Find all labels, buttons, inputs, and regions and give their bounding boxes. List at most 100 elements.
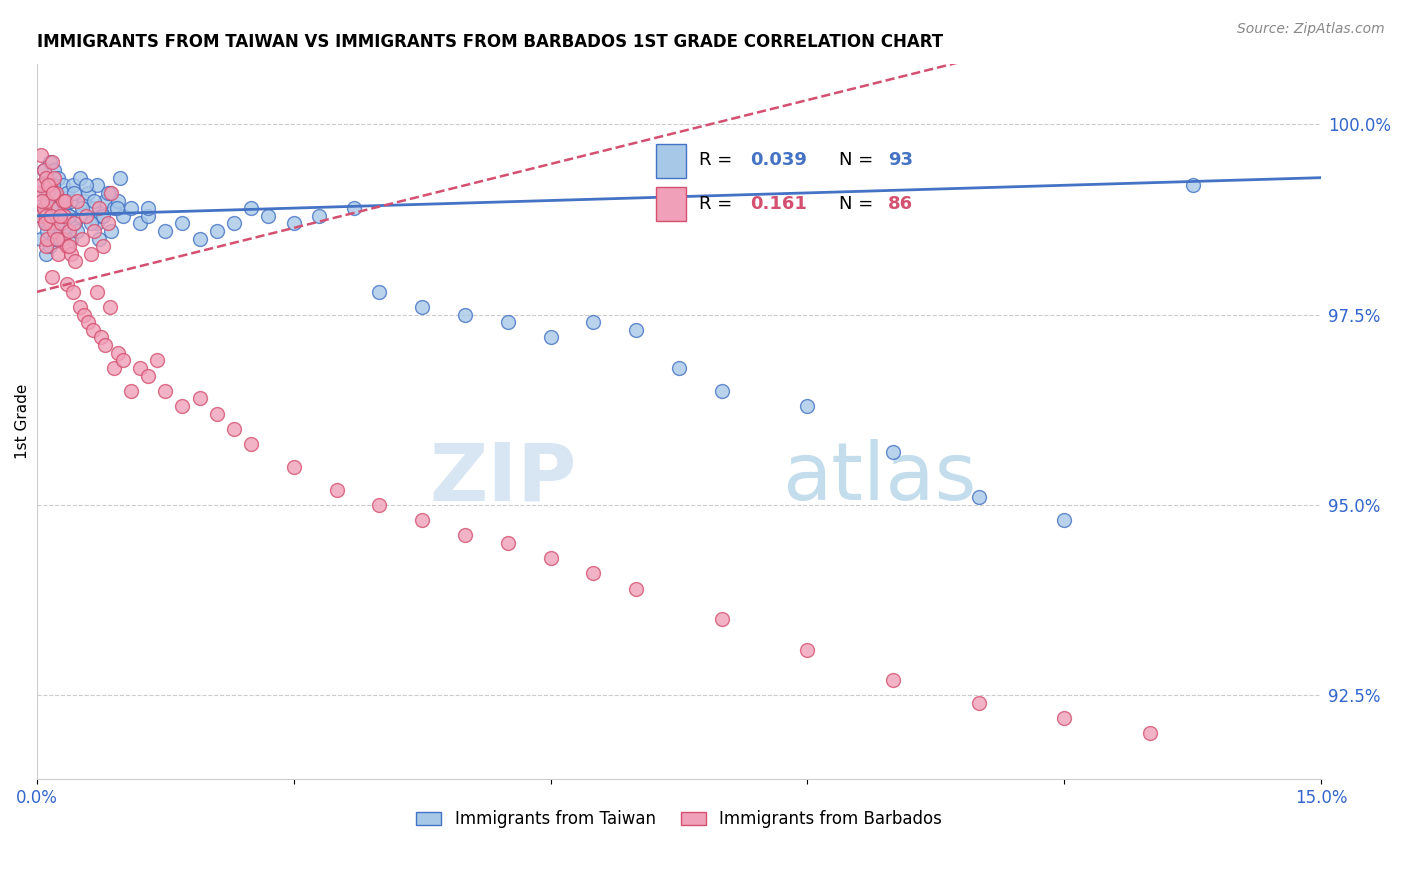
Text: R =: R = [699,152,731,169]
Point [1053,711,1076,725]
Point [90,330,112,344]
Point [136,201,159,215]
Point [53,201,76,215]
Point [710,384,733,398]
Point [222,422,245,436]
Point [325,483,347,497]
Point [94,338,117,352]
Point [45,231,67,245]
Point [1053,513,1076,527]
Point [34,216,56,230]
Point [52,216,75,230]
Point [38,155,60,169]
Point [37,186,59,200]
Point [103,201,125,215]
Point [62,178,84,193]
Point [34,216,56,230]
Point [34,239,56,253]
Point [38,216,60,230]
Point [239,201,262,215]
Point [49,209,72,223]
Point [53,194,76,208]
Point [136,368,159,383]
Point [80,247,103,261]
Point [624,582,647,596]
Point [30,148,52,162]
Point [75,209,97,223]
Point [34,170,56,185]
Point [77,186,100,200]
Point [60,231,83,245]
Point [710,612,733,626]
Point [42,224,65,238]
Point [368,498,391,512]
Point [45,186,67,200]
Point [66,194,89,208]
Point [38,239,60,253]
Text: N =: N = [839,152,873,169]
Point [454,308,477,322]
Point [967,491,990,505]
Point [31,194,53,208]
Point [411,513,433,527]
Point [540,551,562,566]
Point [37,178,59,193]
Text: 0.161: 0.161 [751,194,807,213]
Point [582,315,605,329]
Point [56,277,79,292]
Point [45,186,67,200]
Point [41,155,63,169]
Point [86,285,108,299]
Point [39,201,62,215]
Point [42,231,65,245]
Point [27,186,49,200]
Point [52,194,75,208]
Point [89,231,111,245]
Point [49,224,72,238]
Point [128,216,150,230]
Point [188,392,211,406]
Point [172,216,194,230]
FancyBboxPatch shape [655,187,686,221]
Point [69,209,91,223]
Point [73,308,96,322]
Point [80,216,103,230]
Point [62,285,84,299]
Point [62,186,84,200]
Text: atlas: atlas [782,440,976,517]
Text: N =: N = [839,194,873,213]
Point [155,384,177,398]
Point [52,178,75,193]
Point [107,194,129,208]
Point [58,209,80,223]
Point [65,216,87,230]
Legend: Immigrants from Taiwan, Immigrants from Barbados: Immigrants from Taiwan, Immigrants from … [409,804,949,835]
Point [42,163,65,178]
Point [136,209,159,223]
Point [882,444,904,458]
Point [1181,178,1204,193]
Point [38,194,60,208]
Point [146,353,169,368]
Point [60,194,83,208]
Point [368,285,391,299]
Point [37,194,59,208]
Point [239,437,262,451]
Point [30,209,52,223]
Point [100,224,122,238]
Point [72,201,94,215]
Point [967,696,990,710]
Point [90,209,112,223]
Point [30,209,52,223]
Point [30,231,52,245]
Point [41,269,63,284]
Point [34,247,56,261]
Point [39,209,62,223]
Point [32,201,55,215]
Point [42,170,65,185]
Point [46,209,69,223]
Point [56,239,79,253]
Point [69,300,91,314]
Point [58,224,80,238]
Point [188,231,211,245]
